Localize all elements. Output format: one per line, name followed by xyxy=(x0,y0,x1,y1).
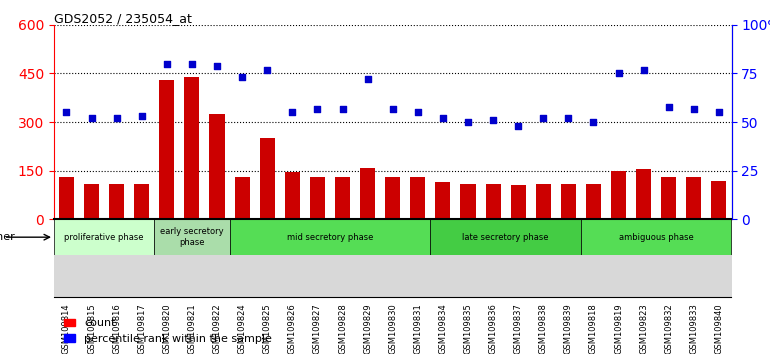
Point xyxy=(487,118,499,123)
Bar xyxy=(229,219,430,255)
Point xyxy=(186,61,198,67)
Point xyxy=(110,115,122,121)
Bar xyxy=(54,219,154,255)
Point xyxy=(60,110,72,115)
Text: GDS2052 / 235054_at: GDS2052 / 235054_at xyxy=(54,12,192,25)
Bar xyxy=(511,185,526,219)
Text: other: other xyxy=(0,232,15,242)
Point xyxy=(612,70,624,76)
Bar xyxy=(335,177,350,219)
Bar xyxy=(159,80,174,219)
Bar xyxy=(134,184,149,219)
Bar xyxy=(581,219,732,255)
Point xyxy=(688,105,700,111)
Point xyxy=(462,119,474,125)
Bar xyxy=(586,184,601,219)
Point xyxy=(713,110,725,115)
Bar xyxy=(661,177,676,219)
Bar xyxy=(109,184,124,219)
Text: proliferative phase: proliferative phase xyxy=(65,233,144,242)
Point xyxy=(638,67,650,72)
Bar xyxy=(360,167,375,219)
Bar xyxy=(536,184,551,219)
Point xyxy=(412,110,424,115)
Bar xyxy=(59,177,74,219)
Bar xyxy=(711,181,726,219)
Bar xyxy=(410,177,425,219)
Point xyxy=(562,115,574,121)
Point xyxy=(537,115,550,121)
Bar xyxy=(209,114,225,219)
Point xyxy=(387,105,399,111)
Bar xyxy=(184,77,199,219)
Bar xyxy=(636,169,651,219)
Text: ambiguous phase: ambiguous phase xyxy=(619,233,694,242)
Point xyxy=(261,67,273,72)
Point xyxy=(361,76,373,82)
Bar xyxy=(460,184,476,219)
Bar xyxy=(84,184,99,219)
Bar xyxy=(561,184,576,219)
Bar xyxy=(611,171,626,219)
Point xyxy=(437,115,449,121)
Point xyxy=(336,105,349,111)
Bar xyxy=(235,177,249,219)
Bar xyxy=(430,219,581,255)
Bar xyxy=(154,219,229,255)
Point xyxy=(512,123,524,129)
Point xyxy=(136,113,148,119)
Text: mid secretory phase: mid secretory phase xyxy=(286,233,373,242)
Point xyxy=(588,119,600,125)
Point xyxy=(663,104,675,109)
Bar xyxy=(285,172,300,219)
Point xyxy=(85,115,98,121)
Text: early secretory
phase: early secretory phase xyxy=(160,228,224,247)
Point xyxy=(161,61,173,67)
Point xyxy=(311,105,323,111)
Legend: count, percentile rank within the sample: count, percentile rank within the sample xyxy=(59,314,276,348)
Bar xyxy=(310,177,325,219)
Point xyxy=(286,110,299,115)
Bar xyxy=(259,138,275,219)
Bar xyxy=(435,182,450,219)
Text: late secretory phase: late secretory phase xyxy=(462,233,549,242)
Bar xyxy=(385,177,400,219)
Point xyxy=(236,74,248,80)
Point xyxy=(211,63,223,68)
Bar xyxy=(686,177,701,219)
Bar xyxy=(486,184,500,219)
